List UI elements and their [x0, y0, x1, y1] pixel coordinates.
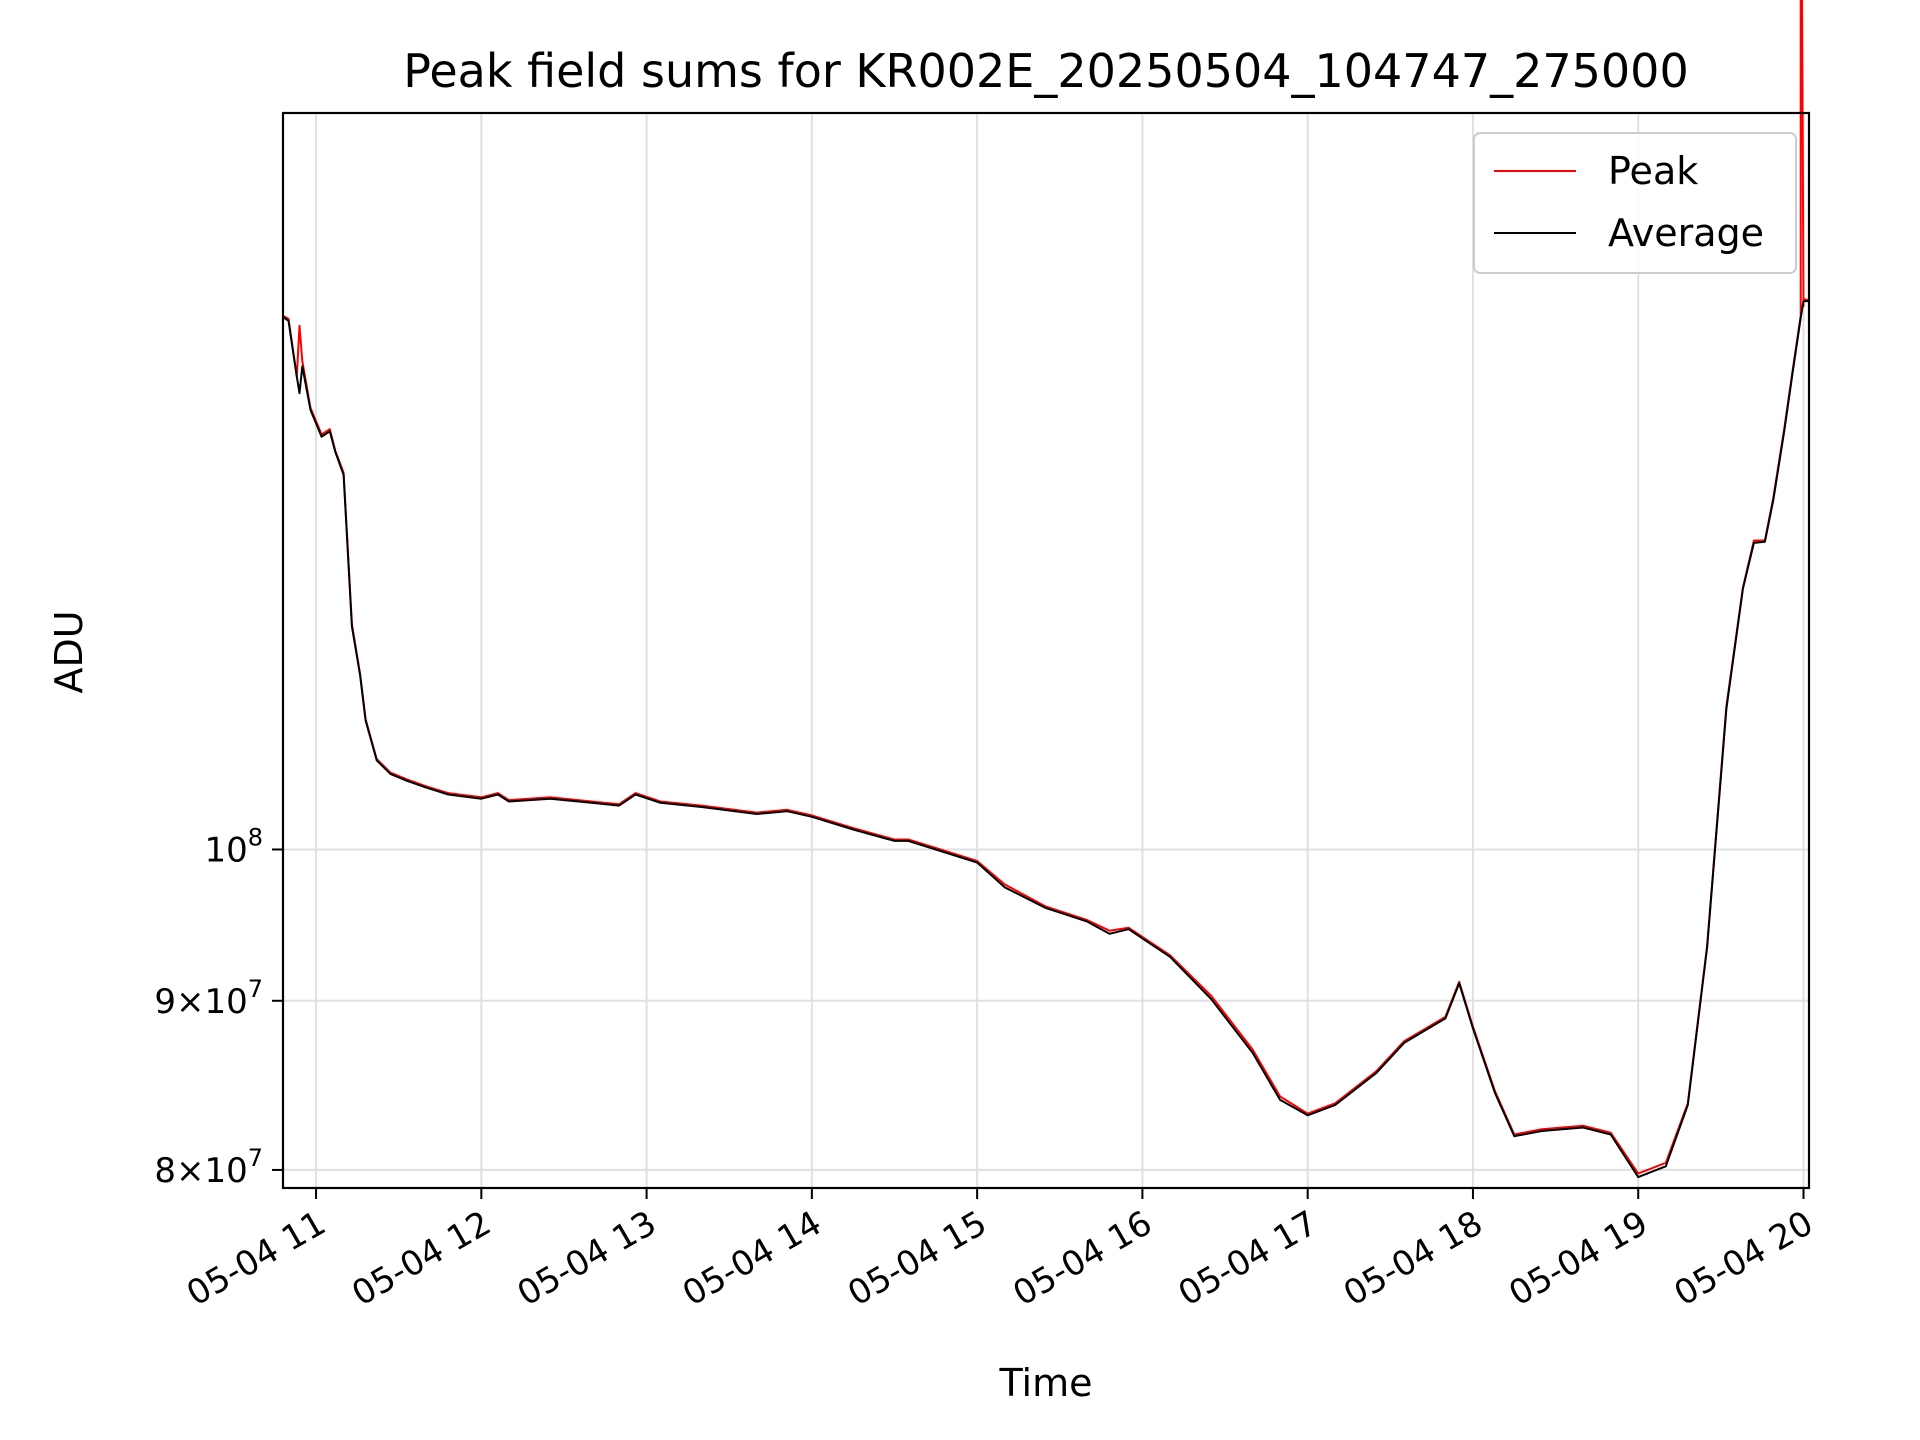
series-layer [282, 0, 1810, 1179]
y-tick-mantissa: 9 [154, 982, 176, 1022]
y-tick-times: ×10 [176, 982, 248, 1022]
plot-frame [281, 111, 1811, 1190]
legend-label: Peak [1608, 149, 1698, 193]
y-tick-label: 108 [204, 823, 263, 870]
y-tick-exponent: 7 [248, 975, 263, 1003]
chart-title: Peak field sums for KR002E_20250504_1047… [403, 44, 1688, 98]
y-tick-label: 9×107 [154, 975, 263, 1022]
y-tick-exponent: 8 [248, 823, 263, 851]
x-axis-label: Time [999, 1361, 1093, 1405]
legend-label: Average [1608, 211, 1764, 255]
y-tick-times: ×10 [176, 1151, 248, 1191]
y-tick-label: 8×107 [154, 1144, 263, 1191]
grid [283, 113, 1809, 1188]
y-tick-exponent: 7 [248, 1144, 263, 1172]
legend-box [1473, 132, 1797, 274]
y-tick-base: 10 [204, 830, 247, 870]
y-axis-label: ADU [47, 610, 91, 693]
legend: Peak Average [1473, 132, 1797, 274]
series-line-average [282, 300, 1809, 1179]
y-tick-mantissa: 8 [154, 1151, 176, 1191]
